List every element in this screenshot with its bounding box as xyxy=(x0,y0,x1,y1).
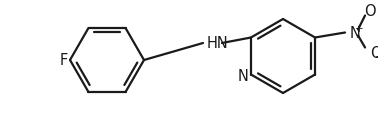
Text: N: N xyxy=(238,68,249,83)
Text: O: O xyxy=(370,46,378,60)
Text: +: + xyxy=(355,23,363,33)
Text: HN: HN xyxy=(207,36,229,51)
Text: −: − xyxy=(375,51,378,63)
Text: F: F xyxy=(60,53,68,68)
Text: O: O xyxy=(364,4,376,19)
Text: N: N xyxy=(350,26,361,41)
